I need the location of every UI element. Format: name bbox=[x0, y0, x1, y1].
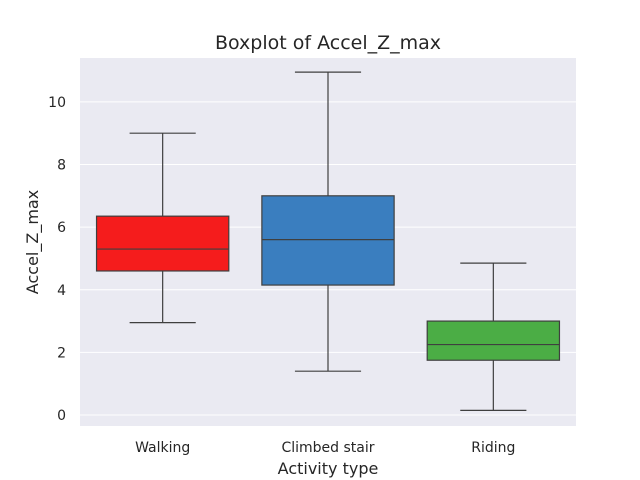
x-tick-label: Climbed stair bbox=[281, 440, 374, 456]
y-tick-label-10: 10 bbox=[48, 95, 66, 111]
boxes bbox=[95, 71, 561, 411]
y-tick-labels: 0 2 4 6 8 10 bbox=[48, 95, 66, 424]
y-axis-title: Accel_Z_max bbox=[23, 190, 43, 294]
x-tick-label: Riding bbox=[471, 440, 515, 456]
y-tick-label-2: 2 bbox=[57, 345, 66, 361]
box-iqr bbox=[426, 320, 561, 361]
box-group-walking bbox=[95, 132, 230, 324]
box-group-climbed-stair bbox=[261, 71, 395, 372]
y-tick-label-0: 0 bbox=[57, 408, 66, 424]
x-axis-title: Activity type bbox=[278, 459, 379, 478]
x-tick-labels: Walking Climbed stair Riding bbox=[135, 440, 515, 456]
box-iqr bbox=[95, 215, 230, 272]
y-tick-label-6: 6 bbox=[57, 220, 66, 236]
y-tick-label-8: 8 bbox=[57, 157, 66, 173]
box-group-riding bbox=[426, 262, 561, 411]
y-tick-label-4: 4 bbox=[57, 283, 66, 299]
box-iqr bbox=[261, 195, 395, 286]
x-tick-label: Walking bbox=[135, 440, 190, 456]
chart-title: Boxplot of Accel_Z_max bbox=[215, 32, 441, 54]
